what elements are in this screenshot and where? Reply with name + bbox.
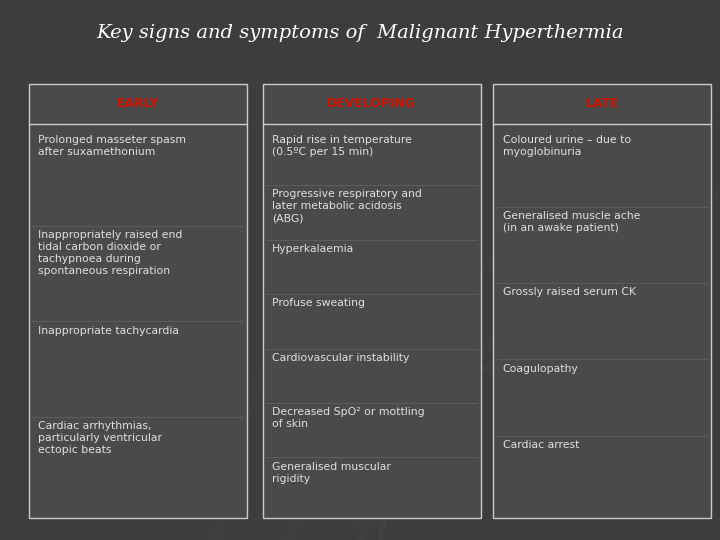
Bar bbox=[29, 84, 247, 518]
Text: LATE: LATE bbox=[585, 97, 619, 111]
Text: Profuse sweating: Profuse sweating bbox=[272, 299, 365, 308]
Bar bbox=[263, 84, 481, 518]
Text: Inappropriate tachycardia: Inappropriate tachycardia bbox=[38, 326, 179, 336]
Text: Inappropriately raised end
tidal carbon dioxide or
tachypnoea during
spontaneous: Inappropriately raised end tidal carbon … bbox=[38, 230, 183, 276]
Text: Cardiovascular instability: Cardiovascular instability bbox=[272, 353, 410, 363]
Text: DEVELOPING: DEVELOPING bbox=[328, 97, 416, 111]
Text: EARLY: EARLY bbox=[117, 97, 159, 111]
Text: Decreased SpO² or mottling
of skin: Decreased SpO² or mottling of skin bbox=[272, 407, 425, 429]
Text: Generalised muscular
rigidity: Generalised muscular rigidity bbox=[272, 462, 391, 484]
Text: Cardiac arrhythmias,
particularly ventricular
ectopic beats: Cardiac arrhythmias, particularly ventri… bbox=[38, 421, 162, 455]
Text: Prolonged masseter spasm
after suxamethonium: Prolonged masseter spasm after suxametho… bbox=[38, 135, 186, 157]
Text: Generalised muscle ache
(in an awake patient): Generalised muscle ache (in an awake pat… bbox=[503, 211, 640, 233]
Text: Key signs and symptoms of  Malignant Hyperthermia: Key signs and symptoms of Malignant Hype… bbox=[96, 24, 624, 42]
Text: Coloured urine – due to
myoglobinuria: Coloured urine – due to myoglobinuria bbox=[503, 135, 631, 157]
Text: Cardiac arrest: Cardiac arrest bbox=[503, 440, 579, 450]
Bar bbox=[493, 84, 711, 518]
Text: Grossly raised serum CK: Grossly raised serum CK bbox=[503, 287, 636, 298]
Text: Progressive respiratory and
later metabolic acidosis
(ABG): Progressive respiratory and later metabo… bbox=[272, 190, 422, 224]
Text: Rapid rise in temperature
(0.5ºC per 15 min): Rapid rise in temperature (0.5ºC per 15 … bbox=[272, 135, 412, 157]
Text: Coagulopathy: Coagulopathy bbox=[503, 364, 578, 374]
Text: Hyperkalaemia: Hyperkalaemia bbox=[272, 244, 354, 254]
